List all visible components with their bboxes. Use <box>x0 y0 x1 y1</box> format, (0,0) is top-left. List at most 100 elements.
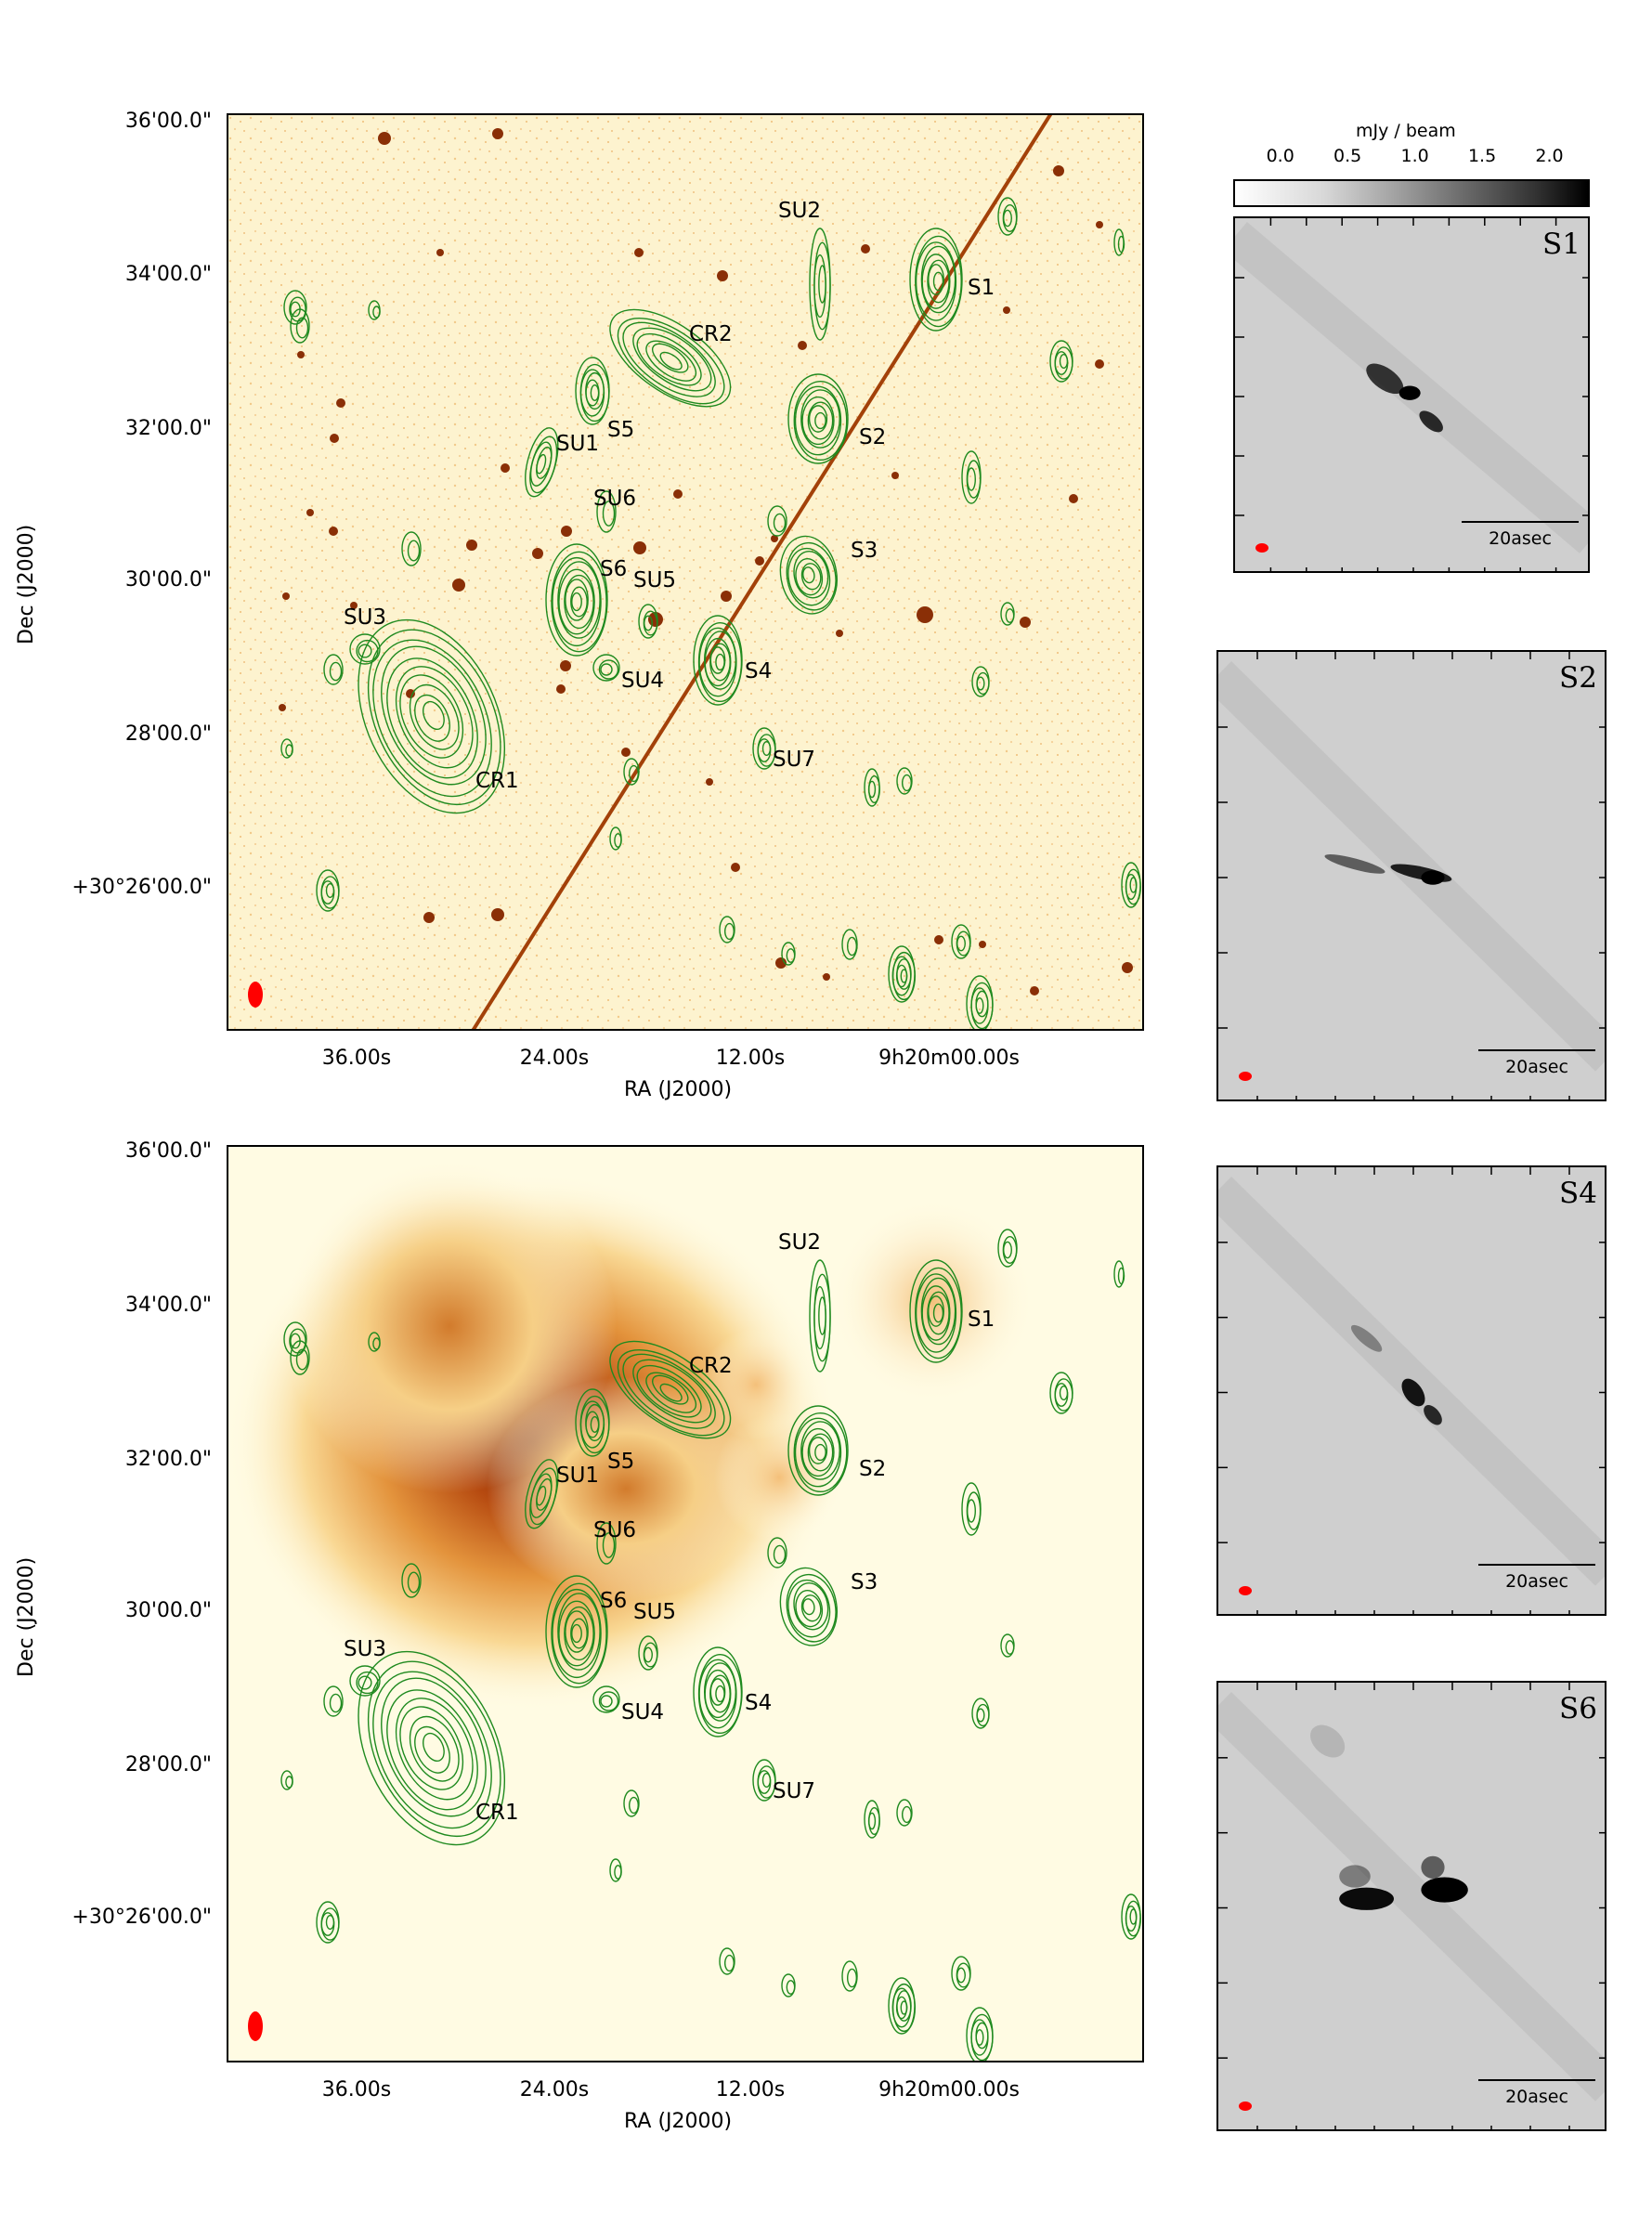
radio-contour <box>372 306 381 319</box>
xray-emission-s3 <box>714 1412 844 1542</box>
radio-contour <box>645 1372 697 1413</box>
inset-emission <box>1401 1378 1425 1407</box>
radio-contour <box>651 1374 689 1405</box>
radio-contour <box>614 833 622 848</box>
radio-contour <box>659 351 683 371</box>
radio-contour <box>372 1337 381 1350</box>
radio-contour <box>407 1571 421 1594</box>
radio-contour <box>358 1650 506 1846</box>
radio-contour <box>802 566 815 584</box>
inset-emission <box>1309 1724 1346 1758</box>
radio-contour <box>551 1582 607 1685</box>
top-xtick-3: 12.00s <box>715 1047 786 1070</box>
inset-emission <box>1424 1405 1442 1425</box>
radio-contour <box>932 1303 944 1323</box>
radio-contour <box>1005 1640 1015 1655</box>
radio-contour <box>793 1582 829 1631</box>
bottom-ytick-6: +30°26'00.0" <box>72 1906 212 1929</box>
top-ytick-3: 32'00.0" <box>124 417 212 440</box>
radio-contour <box>795 1590 824 1628</box>
radio-contour <box>956 935 966 952</box>
top-xlabel: RA (J2000) <box>624 1078 733 1101</box>
source-label-cr2: CR2 <box>689 1354 733 1378</box>
source-label-su4: SU4 <box>621 1700 665 1724</box>
radio-contour <box>909 1259 963 1363</box>
radio-contour <box>632 327 712 392</box>
radio-contour <box>349 1665 381 1697</box>
optical-source <box>423 912 435 923</box>
radio-contour <box>847 936 858 956</box>
colorbar-tick: 1.0 <box>1400 146 1429 166</box>
top-ytick-4: 30'00.0" <box>124 568 212 592</box>
colorbar-tick: 0.0 <box>1266 146 1294 166</box>
radio-contour <box>395 1698 474 1801</box>
optical-source <box>282 592 290 600</box>
source-label-s3: S3 <box>851 539 878 563</box>
radio-contour <box>409 683 460 750</box>
top-ytick-5: 28'00.0" <box>124 722 212 746</box>
top-ytick-2: 34'00.0" <box>124 263 212 286</box>
radio-contour <box>715 1685 725 1703</box>
radio-contour <box>614 1865 622 1880</box>
radio-contour <box>290 1340 310 1375</box>
radio-contour <box>558 1600 595 1667</box>
radio-contour <box>900 969 908 983</box>
radio-contour <box>358 1675 372 1690</box>
radio-contour <box>896 767 913 795</box>
radio-contour <box>1117 235 1125 254</box>
radio-contour <box>381 645 487 786</box>
optical-source <box>560 660 571 671</box>
radio-contour <box>401 531 422 566</box>
scalebar-label: 20asec <box>1505 2087 1568 2107</box>
radio-contour <box>902 774 913 792</box>
radio-contour <box>808 1437 828 1464</box>
radio-contour <box>557 1593 601 1671</box>
optical-source <box>350 602 358 609</box>
radio-contour <box>623 1789 640 1817</box>
top-panel-svg <box>227 113 1144 1031</box>
inset-emission <box>1339 1887 1394 1910</box>
radio-contour <box>927 259 950 304</box>
inset-image <box>1218 1683 1605 2129</box>
radio-contour <box>807 1433 834 1472</box>
inset-panel-s4: S4 20asec <box>1216 1165 1606 1616</box>
inset-emission <box>1421 870 1445 885</box>
optical-source <box>330 434 339 443</box>
radio-contour <box>724 922 735 941</box>
inset-emission <box>1339 1865 1371 1888</box>
radio-contour <box>927 1291 950 1335</box>
optical-source <box>1053 165 1064 176</box>
radio-contour <box>629 1796 640 1815</box>
radio-contour <box>558 568 595 635</box>
optical-source <box>1096 221 1103 228</box>
radio-contour <box>786 1573 837 1643</box>
optical-source <box>673 489 683 499</box>
radio-contour <box>793 1412 848 1493</box>
radio-contour <box>623 758 640 786</box>
radio-contour <box>767 505 787 537</box>
bottom-panel-svg <box>227 1145 1144 2062</box>
radio-contour <box>358 618 506 814</box>
inset-image <box>1218 1167 1605 1614</box>
inset-emission <box>1350 1324 1383 1352</box>
optical-source <box>798 341 807 350</box>
radio-contour <box>367 629 501 806</box>
radio-contour <box>808 405 828 433</box>
inset-title: S1 <box>1542 228 1580 261</box>
optical-source <box>634 248 644 257</box>
source-label-s3: S3 <box>851 1570 878 1594</box>
radio-contour <box>841 929 858 960</box>
radio-contour <box>867 1812 877 1830</box>
optical-source <box>1030 986 1039 995</box>
radio-contour <box>629 764 640 783</box>
radio-contour <box>617 317 725 405</box>
radio-contour <box>975 2029 984 2046</box>
radio-contour <box>636 1364 702 1418</box>
optical-source <box>934 935 943 944</box>
radio-contour <box>787 547 831 606</box>
source-label-cr1: CR1 <box>475 1801 519 1825</box>
radio-contour <box>801 396 835 446</box>
radio-contour <box>818 265 826 304</box>
radio-contour <box>407 540 421 562</box>
bottom-xtick-4: 9h20m00.00s <box>878 2078 1020 2101</box>
